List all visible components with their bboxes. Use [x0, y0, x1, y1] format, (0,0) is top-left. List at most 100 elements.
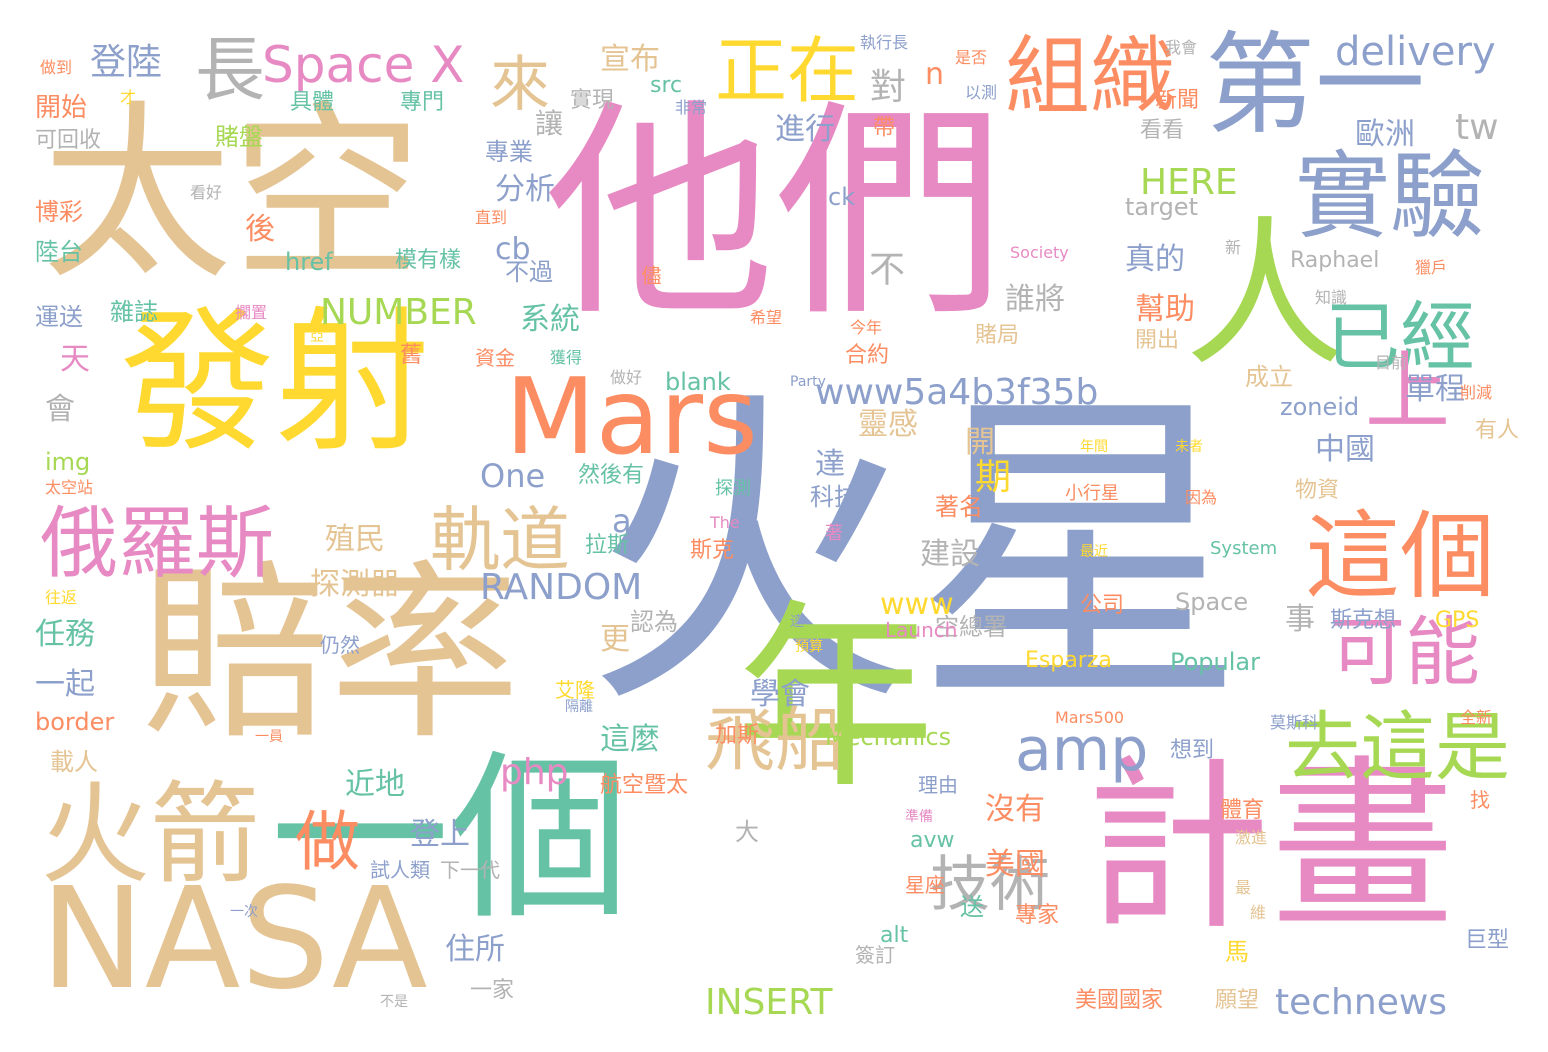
word: 住所 [445, 932, 505, 967]
word: zoneid [1280, 393, 1360, 421]
word: HERE [1140, 162, 1238, 203]
word: 這個 [1305, 502, 1496, 612]
word: 下一代 [440, 858, 500, 882]
word: 達 [815, 447, 845, 482]
word: 想到 [1170, 738, 1215, 763]
word: 殖民 [325, 522, 385, 557]
word: 新聞 [1155, 88, 1200, 113]
word: 發射 [120, 292, 430, 473]
word: Mechanics [825, 723, 952, 751]
word: 斯克 [690, 538, 735, 563]
word: href [285, 248, 333, 276]
word: 開出 [1135, 328, 1180, 353]
word: 願望 [1215, 988, 1260, 1013]
word: 成立 [1245, 363, 1293, 391]
word: 理由 [918, 773, 958, 797]
word: target [1125, 193, 1198, 221]
word: 正在 [715, 29, 860, 113]
word: 賠率 [140, 544, 521, 765]
word: 博彩 [35, 198, 83, 226]
word: 不 [863, 250, 904, 286]
word: 簽訂 [855, 943, 895, 967]
word: 一員 [255, 729, 283, 745]
word: 體育 [1220, 798, 1265, 823]
word: 更 [600, 622, 630, 657]
word: 著名 [935, 493, 983, 521]
word: Launch [885, 618, 958, 642]
word: 激進 [1235, 828, 1268, 847]
word: 學會 [750, 677, 810, 712]
word: 試人類 [370, 858, 430, 882]
word: 全新 [1460, 708, 1493, 727]
word: 莫斯科 [1270, 713, 1319, 732]
word: 沒有 [985, 792, 1045, 827]
word: php [500, 752, 569, 793]
word: 探測 [715, 478, 751, 499]
word: 具體 [290, 90, 335, 115]
word: System [1210, 538, 1278, 559]
word: 做好 [610, 368, 643, 387]
word: 專家 [1015, 903, 1060, 928]
word: www [880, 587, 954, 622]
word: 加斯 [715, 723, 760, 748]
word: 公司 [1080, 593, 1125, 618]
word: 讓 [535, 107, 564, 140]
word: 登陸 [90, 42, 163, 83]
word: 執行長 [860, 33, 909, 52]
word: INSERT [705, 982, 833, 1023]
word: Space X [262, 36, 465, 94]
word: 已經 [1325, 293, 1476, 381]
word: 目前 [1375, 353, 1408, 372]
word: 靈感 [858, 407, 918, 442]
word: 年間 [1080, 439, 1108, 455]
word: Raphael [1290, 248, 1380, 273]
word: NUMBER [320, 292, 477, 333]
word: 實現 [570, 88, 615, 113]
word: 專門 [400, 90, 445, 115]
word: 往返 [45, 588, 78, 607]
word: 宣布 [600, 42, 660, 77]
word: 不過 [505, 258, 553, 286]
word: 中國 [1315, 432, 1375, 467]
word: img [45, 448, 91, 476]
word: 陸台 [35, 238, 83, 266]
word: 希望 [750, 308, 783, 327]
word: 做到 [40, 58, 73, 77]
word: 上 [1365, 343, 1451, 442]
word: 一家 [470, 978, 515, 1003]
word: 航空暨太 [600, 773, 689, 798]
word: 任務 [35, 617, 95, 652]
word: 一個 [270, 735, 631, 944]
word: Society [1010, 243, 1069, 262]
word: 飛船 [705, 699, 845, 781]
word: 一次 [230, 904, 258, 920]
word: 賭盤 [215, 123, 263, 151]
word: delivery [1335, 29, 1496, 75]
word: 系統 [520, 302, 580, 337]
word: 期 [975, 457, 1012, 498]
word: 馬 [1225, 938, 1249, 966]
word: 科技 [810, 483, 858, 511]
word: src [650, 73, 683, 98]
word: 來 [490, 50, 550, 120]
word: 以測 [965, 83, 998, 102]
word: 未者 [1175, 439, 1203, 455]
word: 找 [1470, 788, 1490, 812]
word: 著 [825, 523, 843, 544]
word: 做 [295, 805, 361, 880]
word: 他們 [545, 81, 1006, 348]
word: 才 [120, 88, 137, 107]
word: 看看 [1140, 118, 1185, 143]
word: 合約 [845, 343, 890, 368]
word: 看好 [190, 183, 223, 202]
word: 不是 [380, 994, 408, 1010]
word: 賭局 [975, 323, 1020, 348]
word: 技術 [930, 850, 1050, 920]
word: 是否 [955, 48, 988, 67]
word: 雜誌 [110, 298, 158, 326]
word: alt [880, 923, 909, 948]
word: 專業 [485, 138, 533, 166]
word: 亞 [310, 329, 324, 345]
word: 載人 [50, 748, 98, 776]
word: 組織 [1005, 28, 1176, 127]
